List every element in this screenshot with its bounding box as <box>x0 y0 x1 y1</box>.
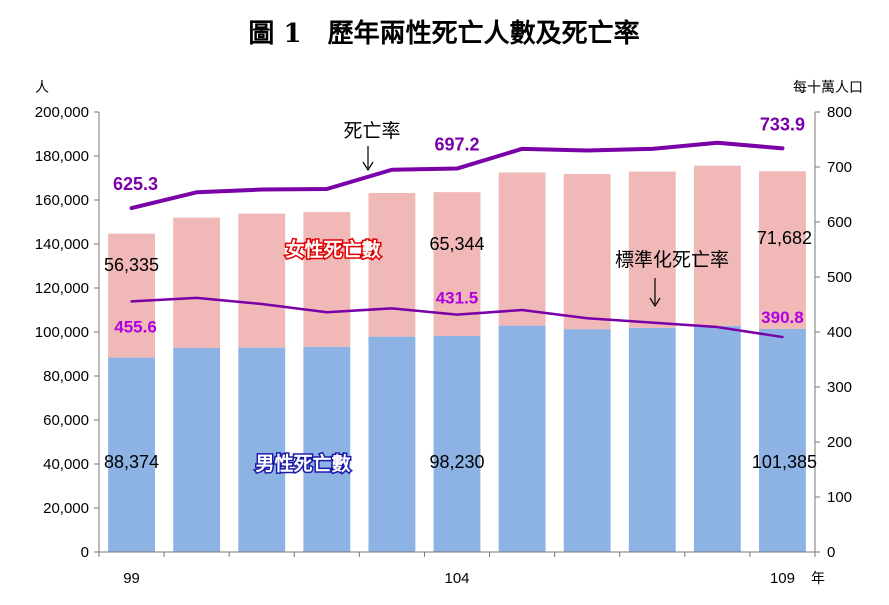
left-tick-label: 60,000 <box>43 412 89 429</box>
right-tick-label: 600 <box>827 214 852 231</box>
left-tick-label: 100,000 <box>35 324 89 341</box>
left-tick-label: 20,000 <box>43 500 89 517</box>
male-bar-108 <box>693 325 741 552</box>
female-value-label: 65,344 <box>429 234 484 254</box>
right-tick-label: 700 <box>827 159 852 176</box>
right-tick-label: 800 <box>827 104 852 121</box>
lines-group <box>129 140 785 339</box>
axes-group: 0 20,000 40,000 60,000 80,000 100,000 120,000 1… <box>35 104 852 587</box>
female-value-label: 56,335 <box>104 255 159 275</box>
standardized-rate-annotation: 標準化死亡率 <box>615 249 729 271</box>
bars-group <box>108 165 806 552</box>
female-bar-99 <box>108 233 155 358</box>
left-tick-label: 0 <box>81 544 89 561</box>
male-bar-104 <box>433 335 481 552</box>
x-tick-label: 104 <box>444 570 469 587</box>
standardized-rate-value-label: 431.5 <box>436 289 479 308</box>
right-tick-label: 0 <box>827 544 835 561</box>
female-bar-101 <box>238 213 286 348</box>
male-bar-102 <box>303 346 351 552</box>
female-bar-108 <box>693 165 741 326</box>
crude-rate-value-label: 697.2 <box>434 135 479 155</box>
right-tick-label: 200 <box>827 434 852 451</box>
left-tick-label: 120,000 <box>35 280 89 297</box>
male-bar-103 <box>368 336 416 552</box>
standardized-rate-arrow-icon <box>649 278 661 308</box>
male-bar-99 <box>108 357 155 552</box>
female-bar-100 <box>173 217 221 348</box>
data-labels-group: 88,374 98,230 101,385 56,335 65,344 71,682 625… <box>104 114 817 472</box>
x-tick-label: 99 <box>123 570 140 587</box>
male-value-label: 88,374 <box>104 452 159 472</box>
left-tick-label: 160,000 <box>35 192 89 209</box>
crude-rate-line <box>129 140 785 211</box>
female-bar-102 <box>303 212 351 347</box>
left-tick-label: 40,000 <box>43 456 89 473</box>
right-axis-unit: 每十萬人口 <box>793 80 863 96</box>
male-series-label: 男性死亡數 <box>255 452 350 475</box>
x-tick-label: 109 <box>770 570 795 587</box>
left-tick-label: 140,000 <box>35 236 89 253</box>
female-value-label: 71,682 <box>757 228 812 248</box>
right-tick-label: 300 <box>827 379 852 396</box>
male-bar-105 <box>498 325 546 552</box>
crude-rate-annotation: 死亡率 <box>343 120 400 142</box>
left-tick-label: 180,000 <box>35 148 89 165</box>
female-bar-109 <box>759 171 806 329</box>
left-axis-unit: 人 <box>35 80 49 96</box>
male-bar-107 <box>628 327 676 552</box>
male-bar-109 <box>759 328 806 552</box>
right-tick-label: 100 <box>827 489 852 506</box>
female-bar-103 <box>368 192 416 337</box>
male-value-label: 98,230 <box>429 452 484 472</box>
left-tick-label: 200,000 <box>35 104 89 121</box>
male-value-label: 101,385 <box>752 452 817 472</box>
male-bar-101 <box>238 347 286 552</box>
standardized-rate-value-label: 390.8 <box>761 308 804 327</box>
standardized-rate-value-label: 455.6 <box>114 317 157 336</box>
male-bar-100 <box>173 347 221 552</box>
right-tick-label: 500 <box>827 269 852 286</box>
crude-rate-arrow-icon <box>362 146 374 172</box>
crude-rate-value-label: 625.3 <box>113 174 158 194</box>
x-axis-unit: 年 <box>811 571 825 587</box>
chart-title: 圖 1 歷年兩性死亡人數及死亡率 <box>248 18 639 49</box>
left-tick-label: 80,000 <box>43 368 89 385</box>
crude-rate-value-label: 733.9 <box>760 114 805 134</box>
male-bar-106 <box>563 329 611 552</box>
standardized-rate-line <box>130 296 784 339</box>
right-tick-label: 400 <box>827 324 852 341</box>
female-series-label: 女性死亡數 <box>285 238 380 261</box>
female-bar-105 <box>498 172 546 326</box>
female-bar-106 <box>563 174 611 330</box>
